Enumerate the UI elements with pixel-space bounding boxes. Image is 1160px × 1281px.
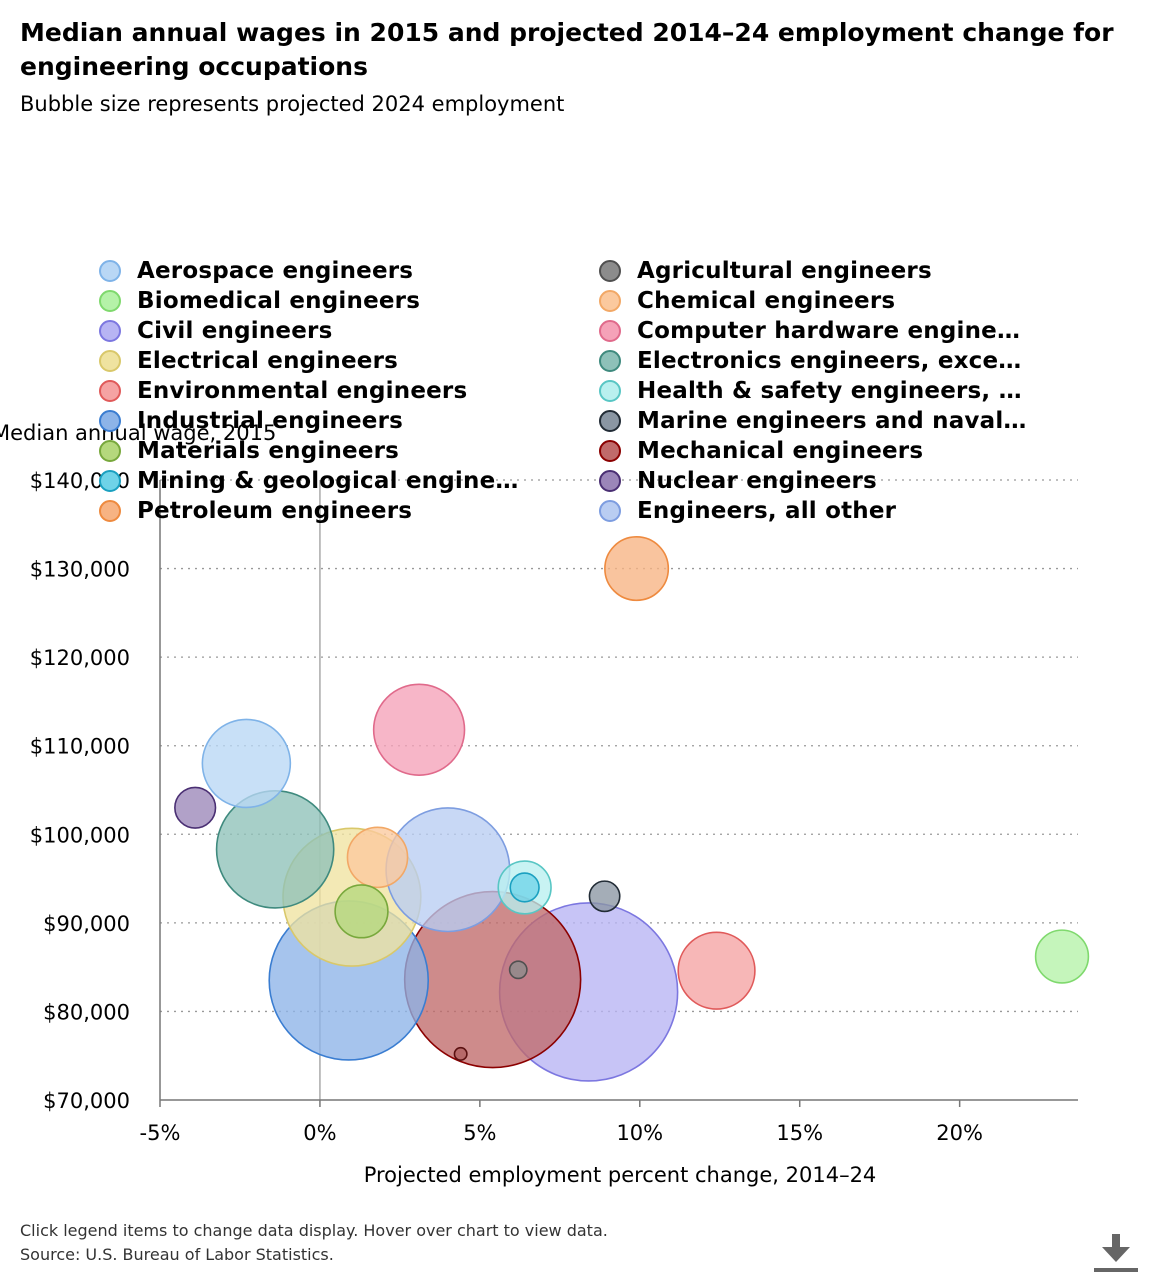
legend-item[interactable]: Aerospace engineers <box>98 256 413 286</box>
legend-item[interactable]: Agricultural engineers <box>598 256 932 286</box>
x-tick-label: 0% <box>303 1121 336 1145</box>
legend-item[interactable]: Petroleum engineers <box>98 496 412 526</box>
x-tick-label: 10% <box>616 1121 663 1145</box>
gridlines <box>160 479 1078 1013</box>
legend-swatch <box>99 350 121 372</box>
legend-label: Engineers, all other <box>637 498 897 524</box>
legend-item[interactable]: Biomedical engineers <box>98 286 420 316</box>
legend-label: Nuclear engineers <box>637 468 877 494</box>
bubble-materials-engineers[interactable]: Materials engineers <box>334 884 389 939</box>
bubble-computer-hardware-engineers[interactable]: Computer hardware engineers <box>372 683 466 777</box>
bubble-biomedical-engineers[interactable]: Biomedical engineers <box>1034 929 1090 984</box>
legend-label: Mechanical engineers <box>637 438 924 464</box>
legend-swatch <box>99 320 121 342</box>
y-tick-label: $100,000 <box>30 823 130 847</box>
legend-swatch <box>99 260 121 282</box>
x-tick-label: 5% <box>463 1121 496 1145</box>
legend-label: Mining & geological engine… <box>137 468 519 494</box>
chart-subtitle: Bubble size represents projected 2024 em… <box>20 92 565 116</box>
y-tick-label: $130,000 <box>30 558 130 582</box>
axes <box>159 480 1078 1101</box>
x-axis-title: Projected employment percent change, 201… <box>364 1163 877 1187</box>
y-axis-title: Median annual wage, 2015 <box>0 421 276 445</box>
download-button[interactable] <box>1094 1232 1138 1276</box>
legend-item[interactable]: Nuclear engineers <box>598 466 877 496</box>
legend-item[interactable]: Health & safety engineers, … <box>598 376 1022 406</box>
bubble-environmental-engineers[interactable]: Environmental engineers <box>677 931 756 1010</box>
x-tick-label: -5% <box>140 1121 181 1145</box>
legend-swatch <box>599 290 621 312</box>
legend-label: Electronics engineers, exce… <box>637 348 1022 374</box>
legend-swatch <box>599 380 621 402</box>
legend-swatch <box>599 470 621 492</box>
y-tick-label: $90,000 <box>43 912 130 936</box>
x-tick-label: 20% <box>936 1121 983 1145</box>
tick-labels: $70,000 $80,000 $90,000 $100,000 $110,000 $12… <box>30 469 983 1145</box>
footer-source: Source: U.S. Bureau of Labor Statistics. <box>20 1245 334 1264</box>
y-tick-label: $110,000 <box>30 735 130 759</box>
legend-swatch <box>599 320 621 342</box>
legend-label: Electrical engineers <box>137 348 399 374</box>
legend-swatch <box>599 350 621 372</box>
chart-footer: Click legend items to change data displa… <box>20 1219 608 1267</box>
bubble-electronics-engineers-except-computer[interactable]: Electronics engineers, except computer <box>215 789 335 909</box>
legend-label: Health & safety engineers, … <box>637 378 1022 404</box>
legend-swatch <box>99 470 121 492</box>
bubble-chemical-engineers[interactable]: Chemical engineers <box>346 826 409 889</box>
bubble-aerospace-engineers[interactable]: Aerospace engineers <box>201 718 292 809</box>
legend-label: Computer hardware engine… <box>637 318 1021 344</box>
footer-note: Click legend items to change data displa… <box>20 1221 608 1240</box>
legend-label: Marine engineers and naval… <box>637 408 1027 434</box>
legend-swatch <box>99 410 121 432</box>
legend-label: Biomedical engineers <box>137 288 421 314</box>
legend-item[interactable]: Industrial engineers <box>98 406 403 436</box>
legend-swatch <box>99 440 121 462</box>
bubble-agricultural-engineers[interactable]: Agricultural engineers <box>508 960 528 980</box>
legend-swatch <box>599 500 621 522</box>
legend-item[interactable]: Mechanical engineers <box>598 436 923 466</box>
legend-swatch <box>599 410 621 432</box>
legend-label: Chemical engineers <box>637 288 896 314</box>
download-icon <box>1094 1234 1138 1272</box>
legend-item[interactable]: Electronics engineers, exce… <box>598 346 1022 376</box>
bubble-chart[interactable]: Civil engineers Mechanical engineers Indus… <box>0 0 1160 1210</box>
legend-label: Civil engineers <box>137 318 333 344</box>
legend-swatch <box>599 440 621 462</box>
legend-item[interactable]: Marine engineers and naval… <box>598 406 1027 436</box>
bubble-petroleum-engineers[interactable]: Petroleum engineers <box>604 536 670 602</box>
y-tick-label: $80,000 <box>43 1000 130 1024</box>
legend-swatch <box>599 260 621 282</box>
legend-label: Industrial engineers <box>137 408 404 434</box>
legend-swatch <box>99 290 121 312</box>
legend-label: Aerospace engineers <box>137 258 414 284</box>
legend-label: Environmental engineers <box>137 378 468 404</box>
bubble-nuclear-engineers[interactable]: Nuclear engineers <box>174 786 217 829</box>
y-tick-label: $70,000 <box>43 1089 130 1113</box>
legend-item[interactable]: Computer hardware engine… <box>598 316 1020 346</box>
legend-swatch <box>99 380 121 402</box>
legend-item[interactable]: Chemical engineers <box>598 286 895 316</box>
legend-label: Materials engineers <box>137 438 400 464</box>
y-tick-label: $120,000 <box>30 646 130 670</box>
bubble-mining-geological-engineers-including-mining-safety-engineers[interactable]: Mining & geological engineers, including… <box>509 872 540 903</box>
legend-label: Petroleum engineers <box>137 498 413 524</box>
legend-item[interactable]: Electrical engineers <box>98 346 398 376</box>
x-tick-label: 15% <box>776 1121 823 1145</box>
legend-swatch <box>99 500 121 522</box>
legend-item[interactable]: Environmental engineers <box>98 376 467 406</box>
bubble-marine-engineers-and-naval-architects[interactable]: Marine engineers and naval architects <box>588 880 621 913</box>
legend-item[interactable]: Engineers, all other <box>598 496 896 526</box>
legend-item[interactable]: Civil engineers <box>98 316 332 346</box>
chart-legend: Aerospace engineers Agricultural engineer… <box>98 256 1058 528</box>
legend-item[interactable]: Mining & geological engine… <box>98 466 519 496</box>
legend-label: Agricultural engineers <box>637 258 932 284</box>
chart-title: Median annual wages in 2015 and projecte… <box>20 18 1114 81</box>
bubble-nuclear-engineers-additional-point[interactable]: Nuclear engineers (additional point) <box>453 1046 468 1061</box>
legend-item[interactable]: Materials engineers <box>98 436 399 466</box>
